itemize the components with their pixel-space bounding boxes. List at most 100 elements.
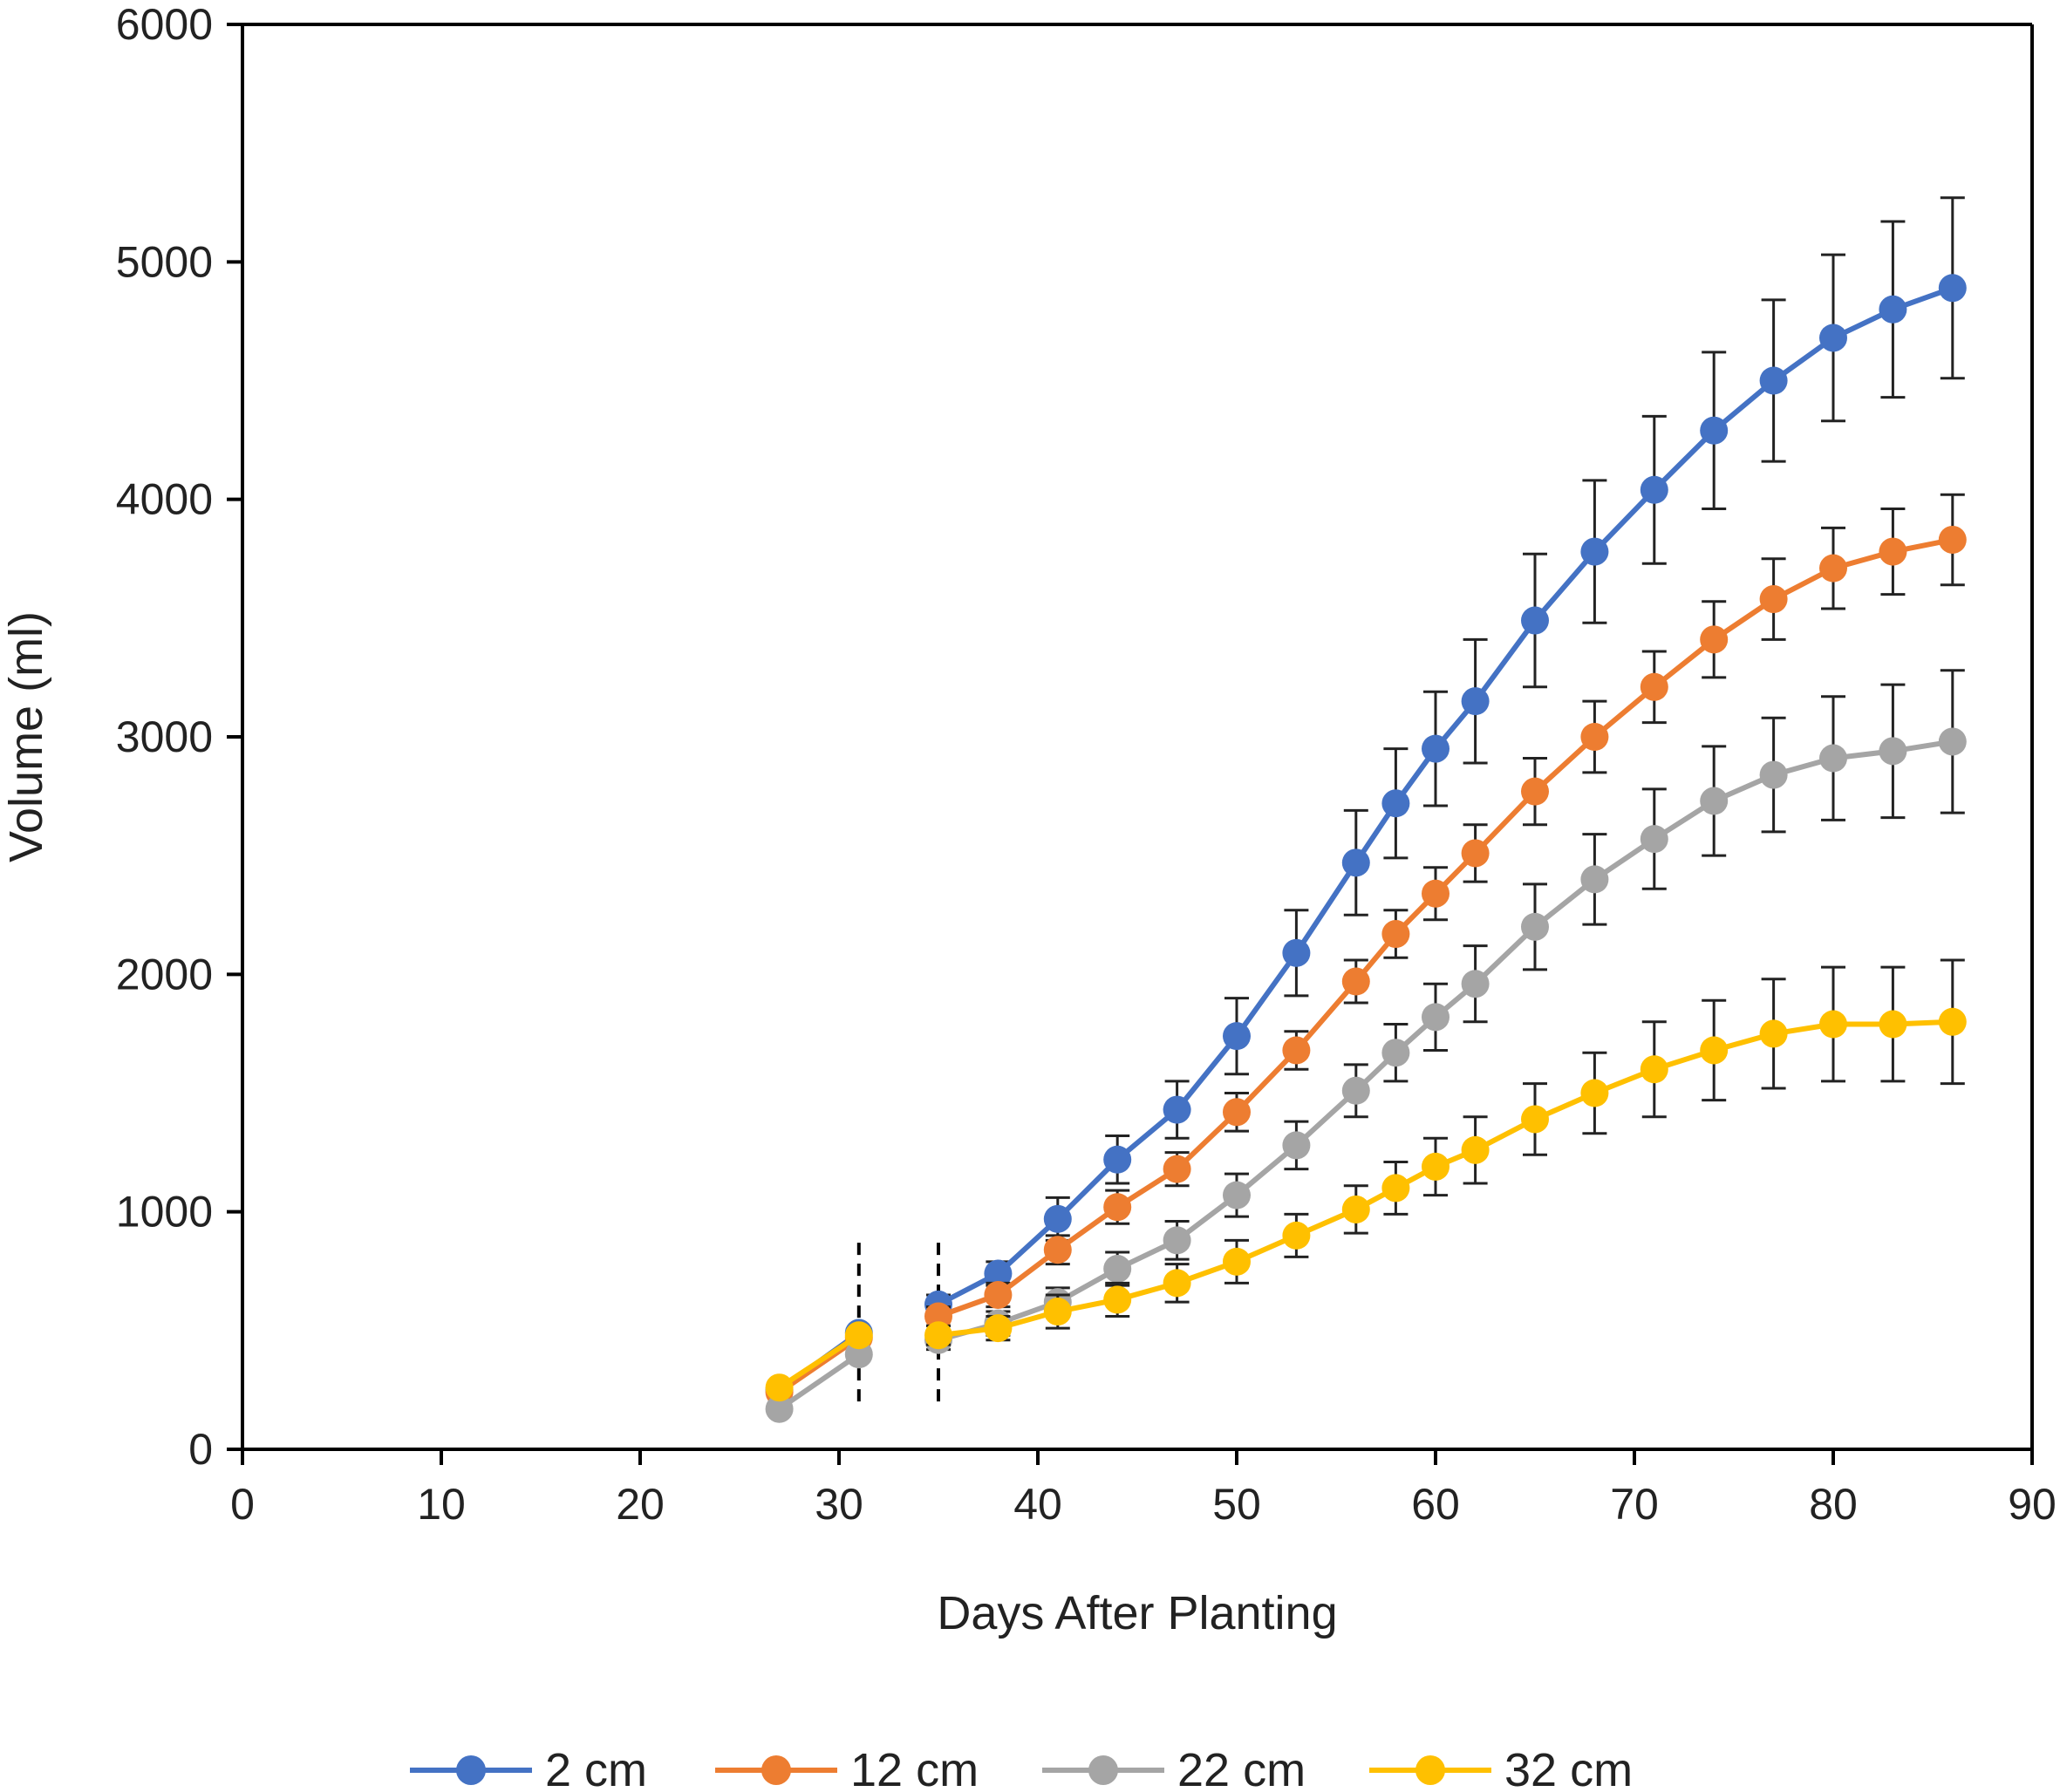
- data-point: [984, 1280, 1013, 1309]
- data-point: [844, 1321, 873, 1350]
- data-point: [1282, 1221, 1311, 1250]
- x-tick-label: 0: [230, 1480, 255, 1529]
- data-point: [1381, 1174, 1410, 1203]
- y-tick-label: 5000: [116, 237, 213, 286]
- data-point: [1282, 1036, 1311, 1065]
- data-point: [1819, 744, 1847, 773]
- data-point: [1341, 1076, 1370, 1105]
- data-point: [1043, 1204, 1072, 1233]
- data-point: [1422, 1003, 1450, 1032]
- data-point: [1521, 606, 1549, 635]
- data-point: [1223, 1181, 1251, 1209]
- data-point: [1521, 912, 1549, 941]
- legend-label: 22 cm: [1177, 1744, 1306, 1792]
- data-point: [1223, 1247, 1251, 1276]
- data-point: [1759, 585, 1788, 614]
- series-line: [937, 537, 1954, 1319]
- data-point: [1580, 1079, 1609, 1107]
- y-ticks: 0 1000 2000 3000 4000 5000 6000: [116, 0, 242, 1474]
- series-line: [938, 739, 1954, 1343]
- legend-marker: [1415, 1755, 1445, 1785]
- data-point: [1043, 1236, 1072, 1264]
- series-line: [937, 285, 1954, 1307]
- series-12-cm: [765, 493, 1967, 1407]
- data-point: [984, 1314, 1013, 1343]
- axes: [241, 23, 2034, 1451]
- data-point: [1341, 848, 1370, 877]
- break-markers: [856, 1243, 940, 1407]
- data-point: [1580, 723, 1609, 751]
- legend-label: 2 cm: [545, 1744, 647, 1792]
- legend-marker: [761, 1755, 791, 1785]
- data-point: [1103, 1193, 1132, 1222]
- x-tick-label: 20: [616, 1480, 665, 1529]
- data-point: [1640, 1055, 1668, 1084]
- x-axis-title: Days After Planting: [937, 1587, 1337, 1639]
- data-point: [1341, 967, 1370, 996]
- data-point: [1700, 416, 1729, 445]
- data-point: [1381, 920, 1410, 949]
- data-point: [765, 1394, 794, 1423]
- data-point: [1640, 672, 1668, 701]
- data-point: [1422, 879, 1450, 908]
- data-point: [1819, 554, 1847, 583]
- data-point: [1879, 1010, 1907, 1039]
- data-point: [1938, 274, 1967, 303]
- legend-item: 2 cm: [410, 1744, 647, 1792]
- data-point: [1700, 787, 1729, 815]
- data-point: [1163, 1269, 1191, 1298]
- data-point: [1879, 295, 1907, 324]
- data-point: [1461, 1135, 1490, 1164]
- x-tick-label: 50: [1212, 1480, 1261, 1529]
- data-point: [1521, 777, 1549, 806]
- x-tick-label: 40: [1013, 1480, 1062, 1529]
- data-point: [1223, 1098, 1251, 1127]
- series-2-cm: [765, 196, 1967, 1404]
- data-point: [765, 1373, 794, 1402]
- data-point: [1381, 789, 1410, 818]
- series-32-cm: [765, 958, 1967, 1402]
- data-point: [984, 1259, 1013, 1288]
- x-tick-label: 10: [417, 1480, 466, 1529]
- y-axis-title: Volume (ml): [0, 611, 52, 862]
- legend-marker: [456, 1755, 486, 1785]
- data-point: [1819, 324, 1847, 352]
- data-point: [1163, 1226, 1191, 1255]
- data-point: [1879, 537, 1907, 566]
- data-point: [1700, 625, 1729, 654]
- data-point: [1163, 1155, 1191, 1183]
- data-point: [1381, 1039, 1410, 1067]
- data-point: [1282, 938, 1311, 967]
- legend-item: 32 cm: [1369, 1744, 1633, 1792]
- x-tick-label: 80: [1809, 1480, 1858, 1529]
- data-point: [1759, 760, 1788, 789]
- y-tick-label: 1000: [116, 1188, 213, 1237]
- data-point: [1938, 727, 1967, 756]
- data-point: [1759, 1019, 1788, 1048]
- data-point: [1103, 1145, 1132, 1174]
- data-point: [1640, 825, 1668, 854]
- legend-item: 12 cm: [715, 1744, 979, 1792]
- series-line: [938, 1019, 1953, 1339]
- data-point: [1341, 1195, 1370, 1223]
- x-ticks: 0 10 20 30 40 50 60 70 80 90: [230, 1449, 2057, 1529]
- y-tick-label: 3000: [116, 712, 213, 761]
- data-point: [1759, 366, 1788, 395]
- data-point: [924, 1321, 952, 1350]
- legend-marker: [1088, 1755, 1118, 1785]
- data-point: [1461, 970, 1490, 998]
- data-point: [1282, 1131, 1311, 1160]
- legend-label: 12 cm: [850, 1744, 979, 1792]
- data-point: [1640, 475, 1668, 504]
- data-point: [1163, 1095, 1191, 1124]
- data-point: [1580, 537, 1609, 566]
- data-point: [1521, 1105, 1549, 1134]
- data-point: [1819, 1010, 1847, 1039]
- data-point: [1103, 1255, 1132, 1284]
- x-tick-label: 90: [2008, 1480, 2057, 1529]
- data-point: [1043, 1298, 1072, 1326]
- x-tick-label: 60: [1411, 1480, 1460, 1529]
- x-tick-label: 30: [815, 1480, 863, 1529]
- series-line: [777, 1352, 861, 1412]
